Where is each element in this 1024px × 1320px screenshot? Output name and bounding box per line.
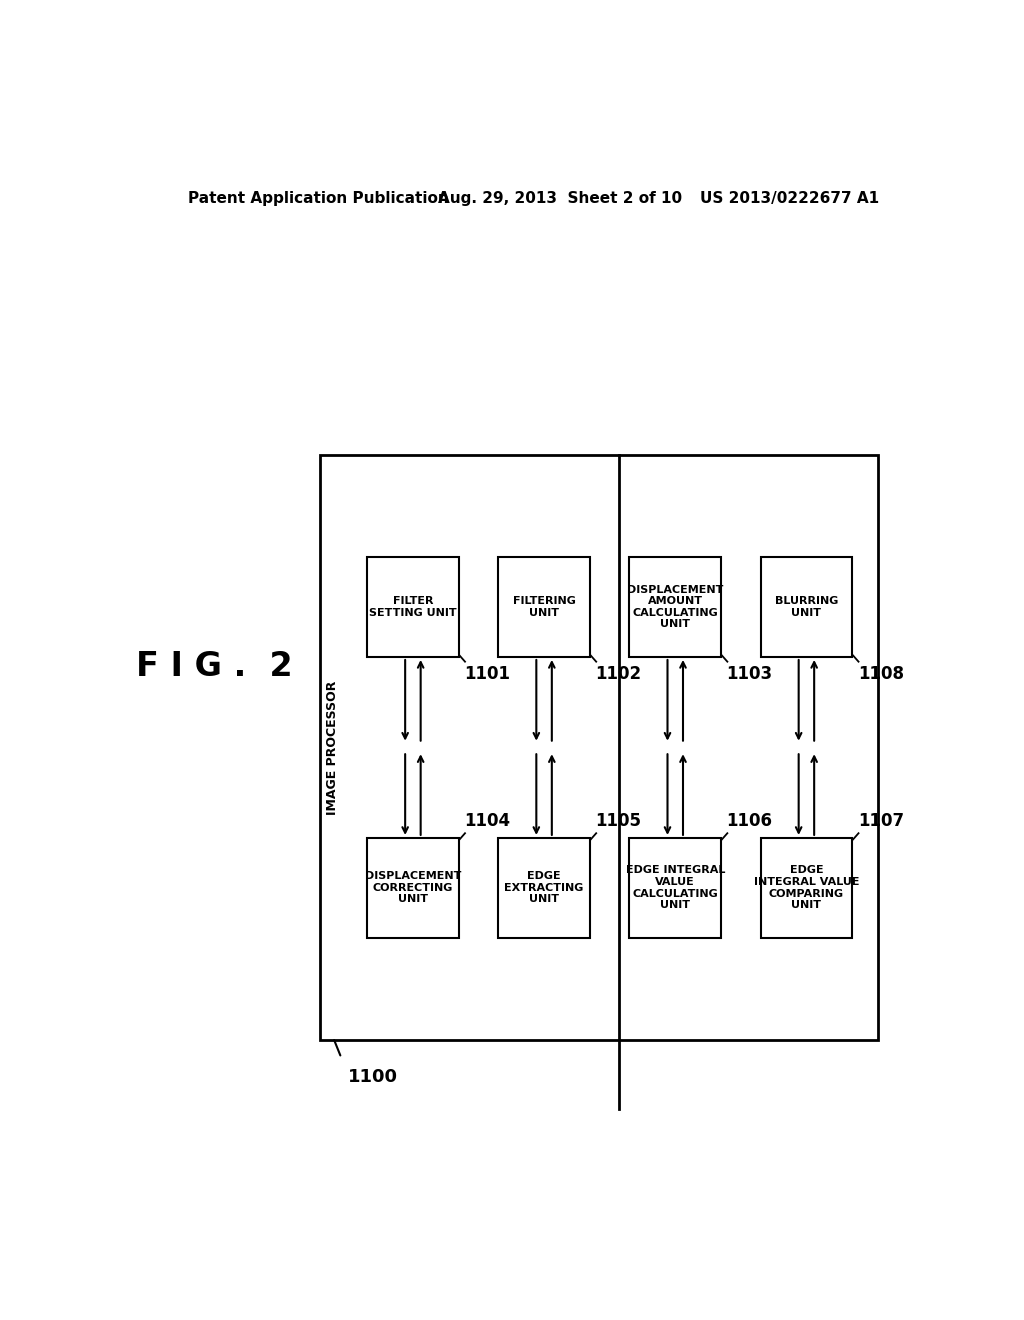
- Text: Patent Application Publication: Patent Application Publication: [188, 191, 450, 206]
- Text: 1108: 1108: [858, 665, 904, 682]
- Text: IMAGE PROCESSOR: IMAGE PROCESSOR: [326, 680, 339, 814]
- Text: 1107: 1107: [858, 812, 904, 830]
- Text: FILTER
SETTING UNIT: FILTER SETTING UNIT: [369, 597, 457, 618]
- Text: DISPLACEMENT
AMOUNT
CALCULATING
UNIT: DISPLACEMENT AMOUNT CALCULATING UNIT: [627, 585, 723, 630]
- Text: EDGE
INTEGRAL VALUE
COMPARING
UNIT: EDGE INTEGRAL VALUE COMPARING UNIT: [754, 866, 859, 911]
- Bar: [761, 557, 852, 657]
- Text: 1105: 1105: [595, 812, 641, 830]
- Bar: [630, 557, 721, 657]
- Text: BLURRING
UNIT: BLURRING UNIT: [775, 597, 838, 618]
- Text: US 2013/0222677 A1: US 2013/0222677 A1: [700, 191, 879, 206]
- Text: DISPLACEMENT
CORRECTING
UNIT: DISPLACEMENT CORRECTING UNIT: [365, 871, 461, 904]
- Bar: [367, 557, 459, 657]
- Bar: [367, 838, 459, 939]
- Text: FILTERING
UNIT: FILTERING UNIT: [513, 597, 575, 618]
- Text: 1101: 1101: [464, 665, 510, 682]
- Text: 1106: 1106: [727, 812, 772, 830]
- Bar: [498, 557, 590, 657]
- Text: EDGE INTEGRAL
VALUE
CALCULATING
UNIT: EDGE INTEGRAL VALUE CALCULATING UNIT: [626, 866, 725, 911]
- Text: EDGE
EXTRACTING
UNIT: EDGE EXTRACTING UNIT: [505, 871, 584, 904]
- Bar: [630, 838, 721, 939]
- Text: 1100: 1100: [348, 1068, 398, 1086]
- Text: 1103: 1103: [727, 665, 773, 682]
- Text: 1102: 1102: [595, 665, 642, 682]
- Text: 1104: 1104: [464, 812, 510, 830]
- Text: F I G .  2: F I G . 2: [136, 651, 293, 684]
- Bar: [498, 838, 590, 939]
- Bar: [321, 455, 879, 1040]
- Bar: [761, 838, 852, 939]
- Text: Aug. 29, 2013  Sheet 2 of 10: Aug. 29, 2013 Sheet 2 of 10: [438, 191, 682, 206]
